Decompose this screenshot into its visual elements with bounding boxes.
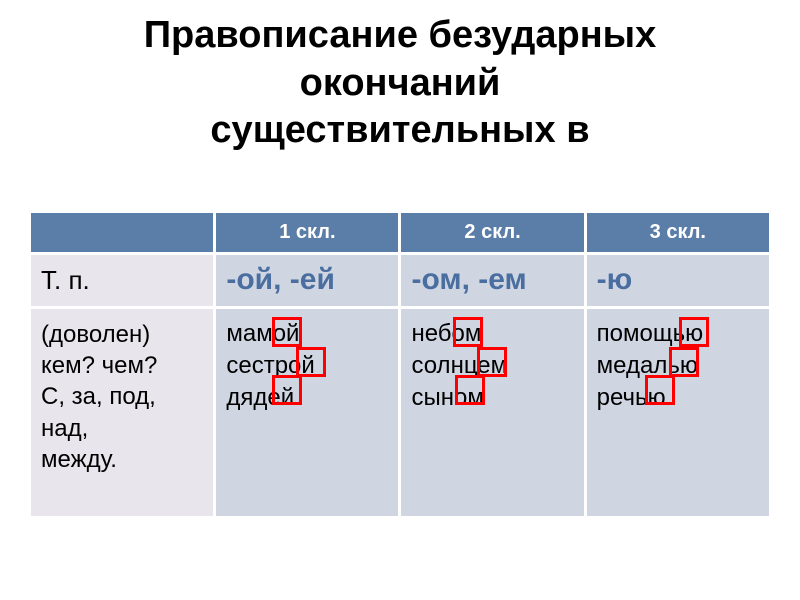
title-line-1: Правописание безударных [0,12,800,60]
ending-highlight [679,317,709,347]
page-title: Правописание безударных окончаний сущест… [0,0,800,155]
declension-table: 1 скл. 2 скл. 3 скл. Т. п. -ой, -ей -ом,… [28,210,772,519]
example-word: речью [597,383,759,413]
header-col-1: 1 скл. [215,212,400,254]
label-line-5: между. [41,444,203,475]
label-line-4: над, [41,413,203,444]
endings-label: Т. п. [30,254,215,308]
example-word: мамой [226,319,388,349]
example-word: небом [411,319,573,349]
examples-col-2: небом солнцем сыном [400,308,585,518]
example-word: сыном [411,383,573,413]
endings-col-1: -ой, -ей [215,254,400,308]
label-line-1: (доволен) [41,319,203,350]
header-row: 1 скл. 2 скл. 3 скл. [30,212,771,254]
ending-highlight [669,347,699,377]
ending-highlight [477,347,507,377]
ending-highlight [453,317,483,347]
example-word: дядей [226,383,388,413]
header-col-2: 2 скл. [400,212,585,254]
header-corner [30,212,215,254]
ending-highlight [645,375,675,405]
examples-col-3: помощью медалью речью [585,308,770,518]
title-line-3: существительных в [0,107,800,155]
examples-label: (доволен) кем? чем? С, за, под, над, меж… [30,308,215,518]
ending-highlight [272,317,302,347]
label-line-2: кем? чем? [41,350,203,381]
header-col-3: 3 скл. [585,212,770,254]
ending-highlight [272,375,302,405]
examples-row: (доволен) кем? чем? С, за, под, над, меж… [30,308,771,518]
ending-highlight [455,375,485,405]
examples-col-1: мамой сестрой дядей [215,308,400,518]
title-line-2: окончаний [0,60,800,108]
endings-col-3: -ю [585,254,770,308]
endings-col-2: -ом, -ем [400,254,585,308]
ending-highlight [296,347,326,377]
label-line-3: С, за, под, [41,381,203,412]
endings-row: Т. п. -ой, -ей -ом, -ем -ю [30,254,771,308]
